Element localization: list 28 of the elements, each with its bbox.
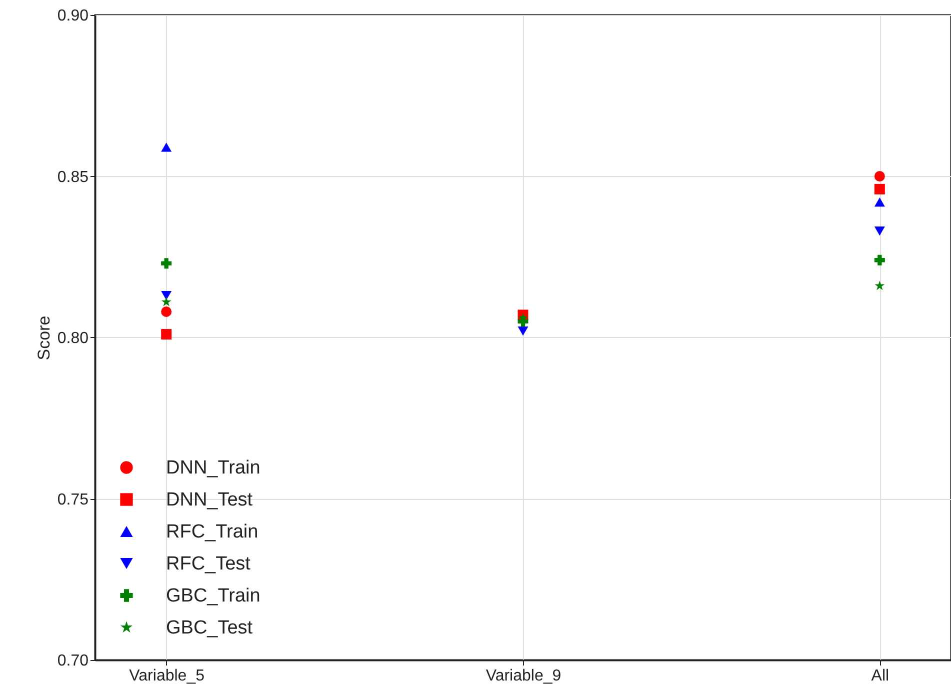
point xyxy=(874,280,885,290)
y-axis-title: Score xyxy=(34,316,54,360)
legend-label: RFC_Test xyxy=(166,554,252,574)
y-tick-label: 0.80 xyxy=(57,330,89,347)
point xyxy=(874,198,885,207)
x-tick-label: Variable_9 xyxy=(486,668,562,684)
y-tick-label: 0.70 xyxy=(57,652,89,670)
legend-label: GBC_Train xyxy=(166,586,260,606)
y-tick-label: 0.90 xyxy=(57,8,89,24)
point xyxy=(161,306,172,317)
point xyxy=(874,184,885,194)
point xyxy=(874,226,885,236)
x-tick-label: All xyxy=(871,668,890,684)
point xyxy=(161,296,172,306)
point xyxy=(874,171,885,182)
point xyxy=(874,254,885,266)
point xyxy=(518,326,528,336)
x-tick-label: Variable_5 xyxy=(129,668,205,684)
point xyxy=(161,291,172,300)
legend-label: GBC_Test xyxy=(166,618,254,638)
y-tick-label: 0.85 xyxy=(57,168,89,186)
point xyxy=(161,142,172,152)
y-tick-label: 0.75 xyxy=(57,491,89,508)
point xyxy=(161,258,172,269)
legend-label: DNN_Train xyxy=(166,458,260,478)
legend-label: RFC_Train xyxy=(166,522,258,542)
point xyxy=(161,329,172,340)
legend-label: DNN_Test xyxy=(166,490,254,510)
